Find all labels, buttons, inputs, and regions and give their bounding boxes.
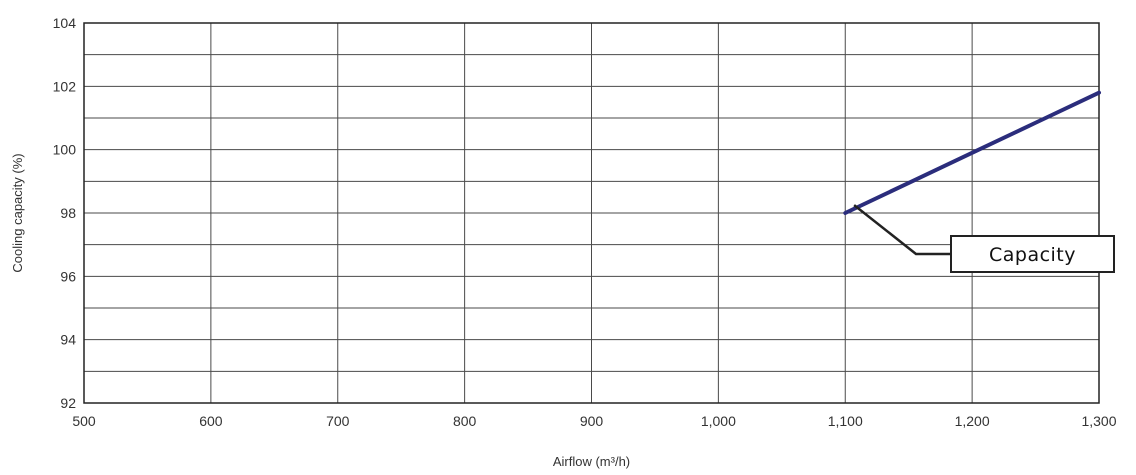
capacity-callout: Capacity: [853, 204, 1115, 273]
y-axis-ticks: 92 94 96 98 100 102 104: [53, 15, 77, 411]
y-axis-label: Cooling capacity (%): [10, 153, 25, 272]
y-tick-label: 98: [60, 205, 76, 221]
series-line-capacity: [843, 90, 1101, 215]
y-tick-label: 94: [60, 332, 76, 348]
y-tick-label: 100: [53, 142, 77, 158]
callout-label: Capacity: [989, 244, 1076, 266]
x-tick-label: 500: [72, 413, 96, 429]
x-tick-label: 1,000: [701, 413, 736, 429]
callout-box: [950, 235, 1115, 273]
callout-leader-line: [853, 204, 951, 256]
y-tick-label: 104: [53, 15, 77, 31]
y-tick-label: 92: [60, 395, 76, 411]
x-tick-label: 1,300: [1081, 413, 1116, 429]
series-layer: [843, 90, 1101, 215]
x-tick-label: 1,100: [828, 413, 863, 429]
x-tick-label: 800: [453, 413, 477, 429]
grid: [83, 22, 1100, 404]
x-tick-label: 900: [580, 413, 604, 429]
x-tick-label: 700: [326, 413, 350, 429]
x-axis-label: Airflow (m³/h): [553, 454, 630, 469]
y-tick-label: 96: [60, 268, 76, 284]
x-tick-label: 600: [199, 413, 223, 429]
plot-frame: [83, 22, 1100, 404]
y-tick-label: 102: [53, 78, 77, 94]
x-tick-label: 1,200: [955, 413, 990, 429]
x-axis-ticks: 500 600 700 800 900 1,000 1,100 1,200 1,300: [72, 413, 1116, 429]
